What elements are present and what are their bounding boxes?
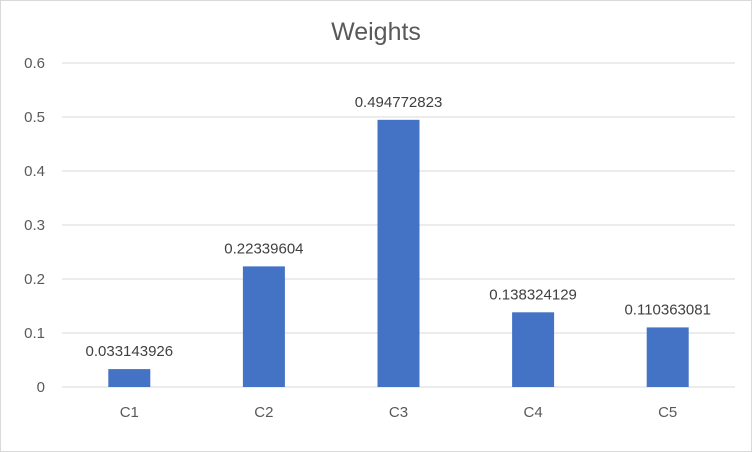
labels: 0 0.1 0.2 0.3 0.4 0.5 0.6 0.033143926 C1 0.223396… xyxy=(24,55,711,421)
y-tick-label: 0.1 xyxy=(24,325,45,342)
y-tick-label: 0.2 xyxy=(24,271,45,288)
y-tick-label: 0.4 xyxy=(24,163,45,180)
data-label-c3: 0.494772823 xyxy=(355,94,443,111)
bar-c2 xyxy=(242,266,285,387)
data-label-c4: 0.138324129 xyxy=(489,286,577,303)
y-tick-label: 0.3 xyxy=(24,217,45,234)
y-tick-label: 0.6 xyxy=(24,55,45,72)
bar-c5 xyxy=(646,327,689,387)
x-category-label: C5 xyxy=(658,404,677,421)
bar-c3 xyxy=(377,119,420,387)
x-category-label: C4 xyxy=(524,404,543,421)
y-tick-label: 0 xyxy=(37,379,45,396)
data-label-c5: 0.110363081 xyxy=(624,301,710,318)
bar-c1 xyxy=(108,369,151,387)
y-tick-label: 0.5 xyxy=(24,109,45,126)
x-category-label: C2 xyxy=(254,404,273,421)
x-category-label: C3 xyxy=(389,404,408,421)
bars xyxy=(108,119,689,387)
data-label-c1: 0.033143926 xyxy=(86,343,174,360)
x-category-label: C1 xyxy=(120,404,139,421)
bar-c4 xyxy=(512,312,555,387)
data-label-c2: 0.22339604 xyxy=(224,240,303,257)
chart-title: Weights xyxy=(331,18,421,46)
